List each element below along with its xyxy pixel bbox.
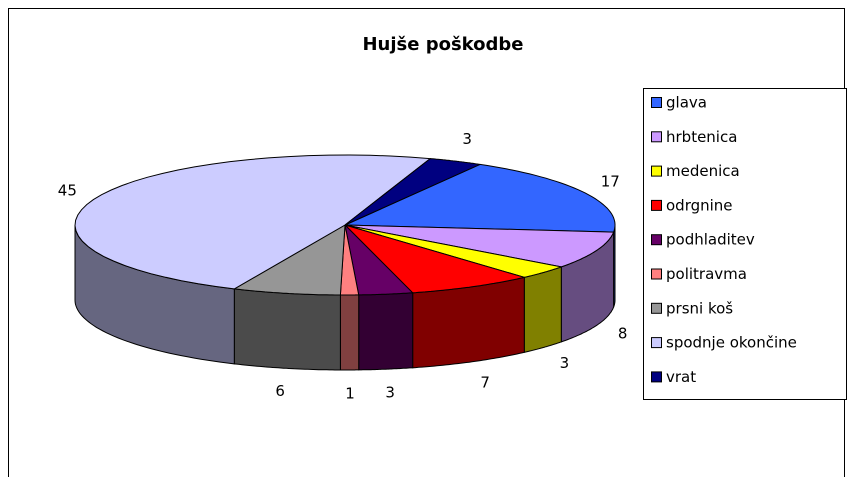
data-label: 45 bbox=[58, 181, 77, 199]
data-label: 17 bbox=[601, 173, 620, 191]
legend-swatch bbox=[651, 337, 662, 349]
legend-label: medenica bbox=[666, 162, 740, 180]
pie-slice bbox=[344, 224, 564, 278]
legend-swatch bbox=[651, 371, 662, 383]
legend-label: odrgnine bbox=[666, 196, 733, 214]
legend-label: glava bbox=[666, 94, 707, 112]
legend-swatch bbox=[651, 199, 662, 211]
pie-slice bbox=[74, 154, 432, 290]
legend-box bbox=[643, 88, 847, 400]
legend-swatch bbox=[651, 165, 662, 177]
pie-wall bbox=[523, 266, 562, 353]
data-label: 3 bbox=[560, 354, 570, 372]
pie-wall bbox=[339, 294, 360, 371]
data-label: 7 bbox=[480, 373, 490, 391]
data-label: 3 bbox=[385, 383, 395, 401]
pie-slice bbox=[344, 224, 527, 294]
data-label: 3 bbox=[462, 130, 472, 148]
pie-slice bbox=[339, 224, 360, 296]
data-label: 6 bbox=[275, 382, 285, 400]
pie-slice bbox=[344, 224, 615, 268]
legend-swatch bbox=[651, 234, 662, 246]
legend-label: podhladitev bbox=[666, 231, 755, 249]
data-label: 1 bbox=[345, 384, 355, 402]
pie-slice bbox=[344, 163, 616, 233]
legend-swatch bbox=[651, 131, 662, 143]
legend-label: hrbtenica bbox=[666, 128, 737, 146]
pie-wall bbox=[233, 288, 341, 371]
legend-label: politravma bbox=[666, 265, 747, 283]
pie-slice bbox=[344, 158, 482, 226]
legend-label: vrat bbox=[666, 368, 696, 386]
pie-slice bbox=[232, 224, 346, 296]
legend-label: spodnje okončine bbox=[666, 334, 797, 352]
legend-swatch bbox=[651, 97, 662, 108]
pie-slice bbox=[344, 223, 414, 296]
legend-label: prsni koš bbox=[666, 299, 733, 317]
legend-swatch bbox=[651, 268, 662, 280]
legend-swatch bbox=[651, 302, 662, 314]
pie-wall bbox=[358, 292, 414, 371]
chart-title: Hujše poškodbe bbox=[362, 34, 523, 55]
data-label: 8 bbox=[618, 325, 628, 343]
